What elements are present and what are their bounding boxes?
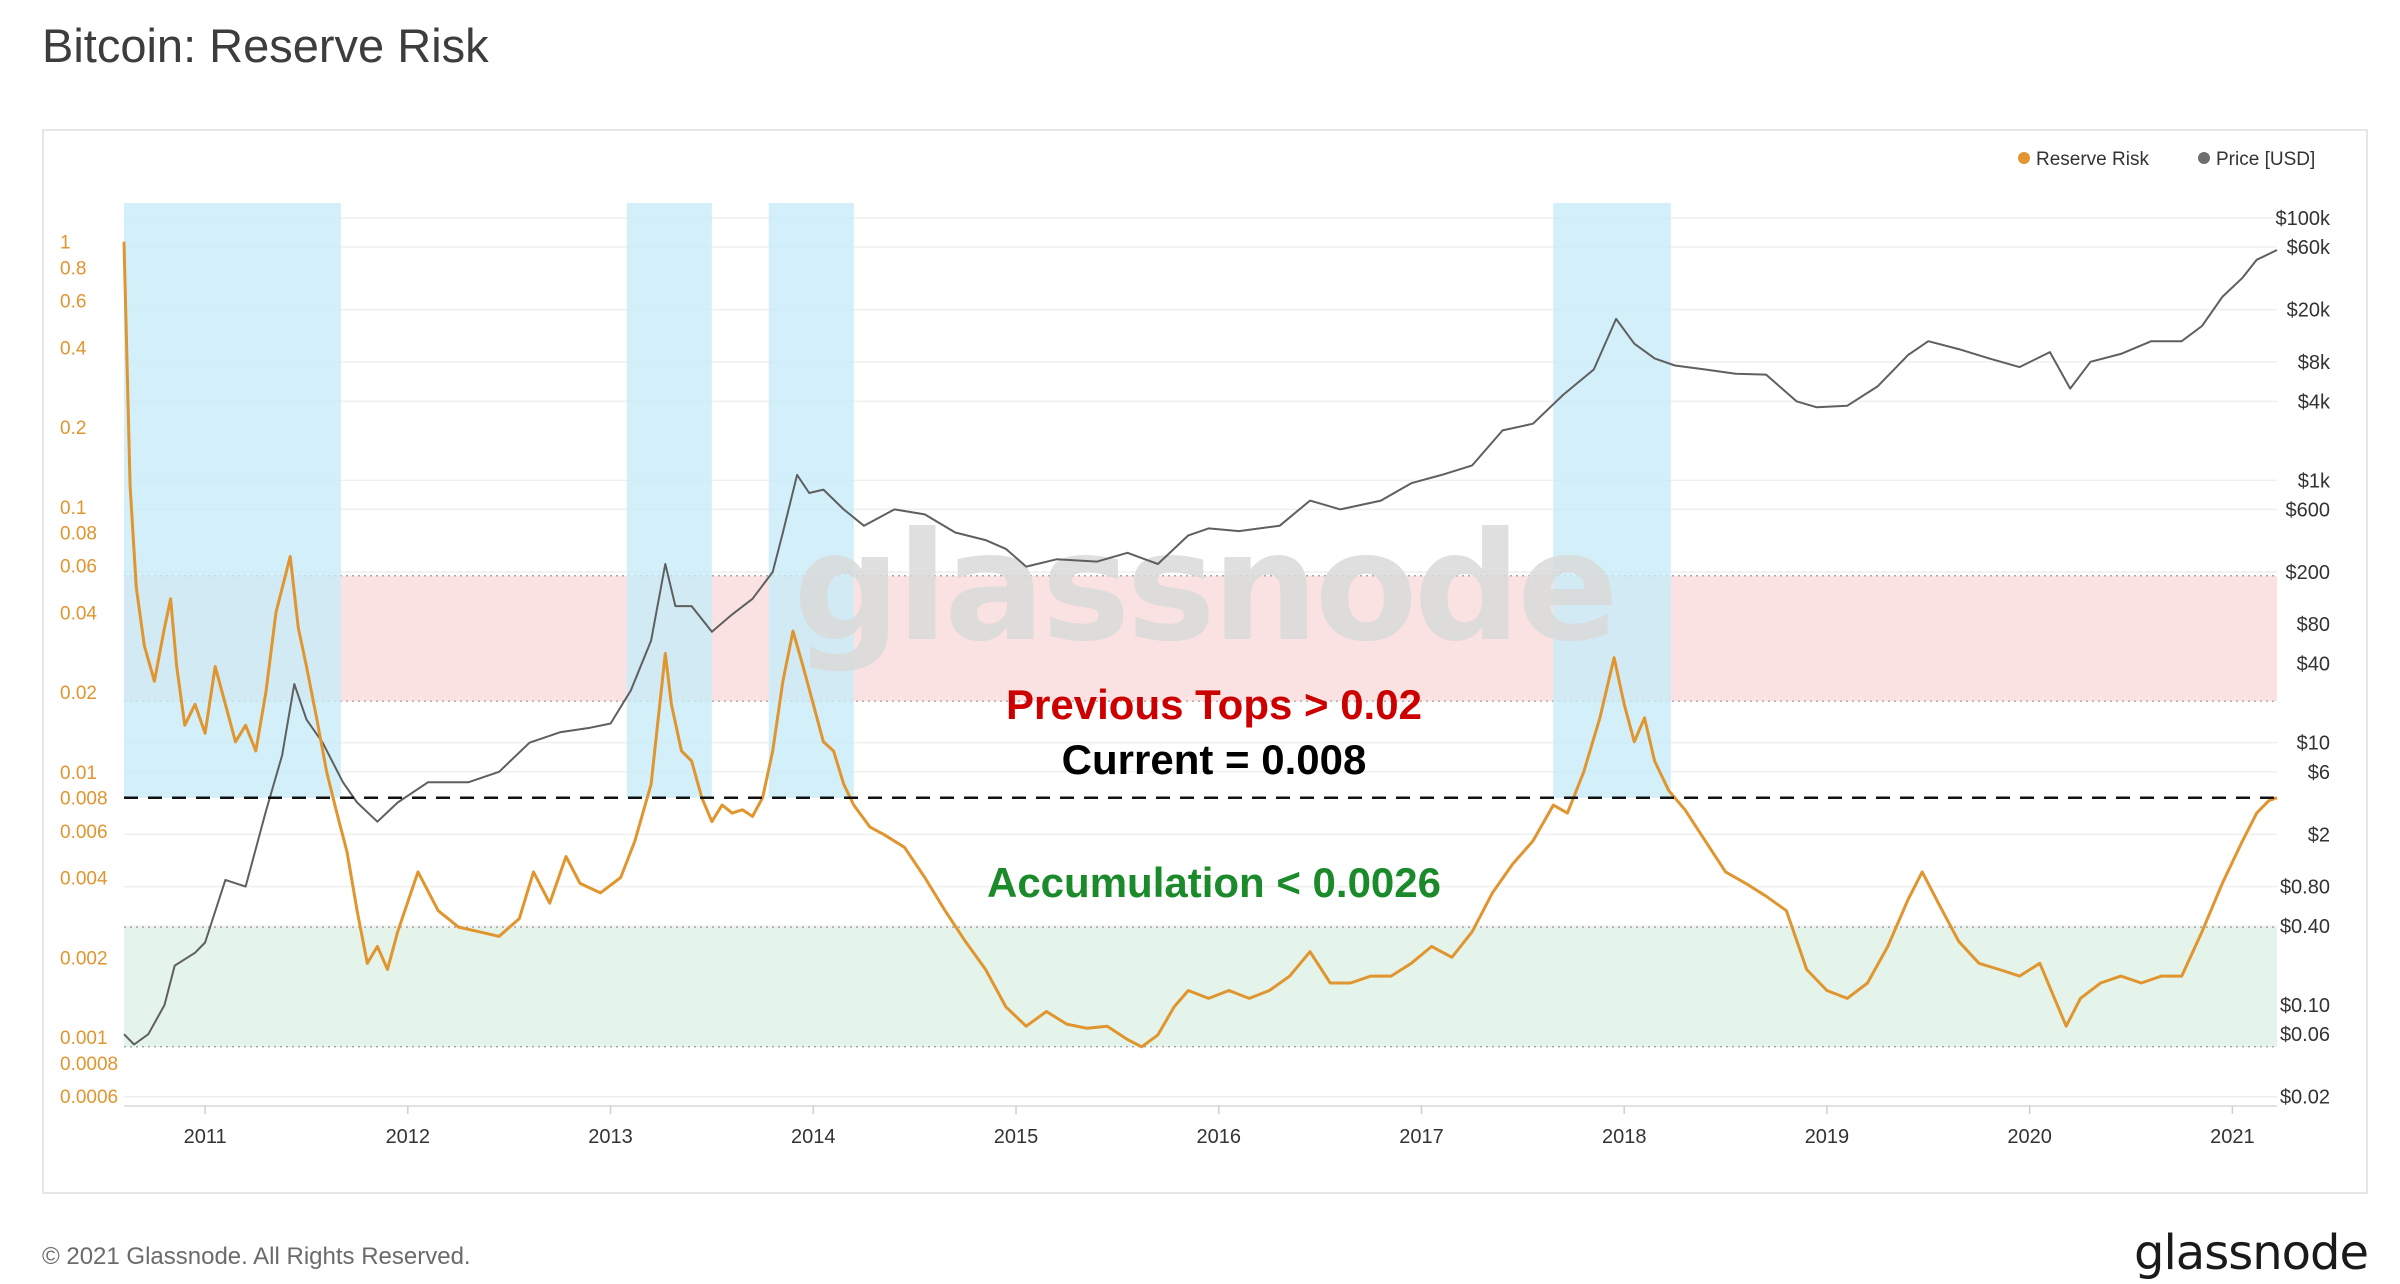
band-layer xyxy=(124,575,2277,1048)
y-right-tick-label-4: $4k xyxy=(2298,391,2331,413)
y-right-tick-label-3: $8k xyxy=(2298,352,2331,374)
y-left-tick-label-6: 0.08 xyxy=(60,524,97,545)
band-green xyxy=(124,927,2277,1047)
page-title: Bitcoin: Reserve Risk xyxy=(42,19,489,72)
y-right-tick-label-0: $100k xyxy=(2276,208,2331,230)
y-left-tick-label-0: 1 xyxy=(60,233,71,254)
y-left-tick-label-15: 0.001 xyxy=(60,1028,108,1049)
y-left-tick-label-9: 0.02 xyxy=(60,683,97,704)
y-right-tick-label-6: $600 xyxy=(2286,499,2331,521)
y-left-tick-label-11: 0.008 xyxy=(60,789,108,810)
y-left-tick-label-1: 0.8 xyxy=(60,258,86,279)
y-left-tick-label-12: 0.006 xyxy=(60,822,108,843)
y-left-tick-label-16: 0.0008 xyxy=(60,1054,118,1075)
series-layer xyxy=(122,241,2278,1049)
y-right-tick-label-8: $80 xyxy=(2297,614,2330,636)
axis-layer: 1 0.8 0.6 0.4 0.2 0.1 0.08 0.06 0.04 0.02 0.01 0.00… xyxy=(60,208,2331,1148)
price-usd-line xyxy=(123,249,2278,1046)
y-right-tick-label-11: $6 xyxy=(2308,762,2330,784)
legend-label-reserve-risk: Reserve Risk xyxy=(2036,149,2149,170)
y-right-tick-label-15: $0.10 xyxy=(2280,995,2330,1017)
x-tick-label-2: 2013 xyxy=(588,1126,633,1148)
watermark-text: glassnode xyxy=(793,501,1615,675)
legend: Reserve Risk Price [USD] xyxy=(2018,149,2315,170)
x-tick-label-9: 2020 xyxy=(2007,1126,2051,1148)
y-left-tick-label-13: 0.004 xyxy=(60,869,108,890)
highlight-period-0 xyxy=(124,203,341,798)
legend-marker-reserve-risk xyxy=(2018,152,2030,164)
band-red xyxy=(124,575,2277,702)
y-right-tick-label-9: $40 xyxy=(2297,654,2330,676)
y-right-tick-label-17: $0.02 xyxy=(2280,1087,2330,1109)
y-left-tick-label-3: 0.4 xyxy=(60,338,87,359)
y-right-tick-label-12: $2 xyxy=(2308,824,2330,846)
x-tick-label-3: 2014 xyxy=(791,1126,836,1148)
x-tick-label-6: 2017 xyxy=(1399,1126,1444,1148)
annotation-accumulation: Accumulation < 0.0026 xyxy=(987,859,1441,906)
glassnode-logo[interactable]: glassnode xyxy=(2133,1225,2369,1281)
y-left-tick-label-14: 0.002 xyxy=(60,948,108,969)
x-tick-label-8: 2019 xyxy=(1805,1126,1850,1148)
y-right-tick-label-14: $0.40 xyxy=(2280,916,2330,938)
highlight-period-3 xyxy=(1553,203,1671,798)
legend-label-price: Price [USD] xyxy=(2216,149,2315,170)
y-left-tick-label-7: 0.06 xyxy=(60,557,97,578)
y-left-tick-label-4: 0.2 xyxy=(60,418,86,439)
y-right-tick-label-5: $1k xyxy=(2298,470,2331,492)
x-tick-label-5: 2016 xyxy=(1196,1126,1241,1148)
annotation-current: Current = 0.008 xyxy=(1062,736,1367,783)
chart-card: glassnode 1 0.8 0.6 0.4 0.2 0.1 0.08 0.06 0.04 0.… xyxy=(42,129,2368,1194)
x-tick-label-1: 2012 xyxy=(386,1126,431,1148)
y-left-tick-label-5: 0.1 xyxy=(60,498,86,519)
y-left-tick-label-10: 0.01 xyxy=(60,763,97,784)
y-right-tick-label-13: $0.80 xyxy=(2280,877,2330,899)
copyright-text: © 2021 Glassnode. All Rights Reserved. xyxy=(42,1243,471,1270)
y-left-tick-label-2: 0.6 xyxy=(60,292,86,313)
y-right-tick-label-10: $10 xyxy=(2297,733,2330,755)
y-right-tick-label-7: $200 xyxy=(2286,562,2331,584)
y-right-tick-label-1: $60k xyxy=(2287,237,2331,259)
reserve-risk-line xyxy=(122,241,2278,1049)
x-tick-label-4: 2015 xyxy=(994,1126,1039,1148)
x-tick-label-10: 2021 xyxy=(2210,1126,2255,1148)
y-right-tick-label-2: $20k xyxy=(2287,300,2331,322)
x-tick-label-7: 2018 xyxy=(1602,1126,1647,1148)
y-right-tick-label-16: $0.06 xyxy=(2280,1024,2330,1046)
y-left-tick-label-8: 0.04 xyxy=(60,603,97,624)
x-tick-label-0: 2011 xyxy=(184,1126,227,1148)
reserve-risk-chart: glassnode 1 0.8 0.6 0.4 0.2 0.1 0.08 0.06 0.04 0.… xyxy=(60,149,2331,1148)
legend-marker-price xyxy=(2198,152,2210,164)
highlight-period-1 xyxy=(626,203,712,798)
y-left-tick-label-17: 0.0006 xyxy=(60,1087,118,1108)
annotation-previous-tops: Previous Tops > 0.02 xyxy=(1006,681,1422,728)
